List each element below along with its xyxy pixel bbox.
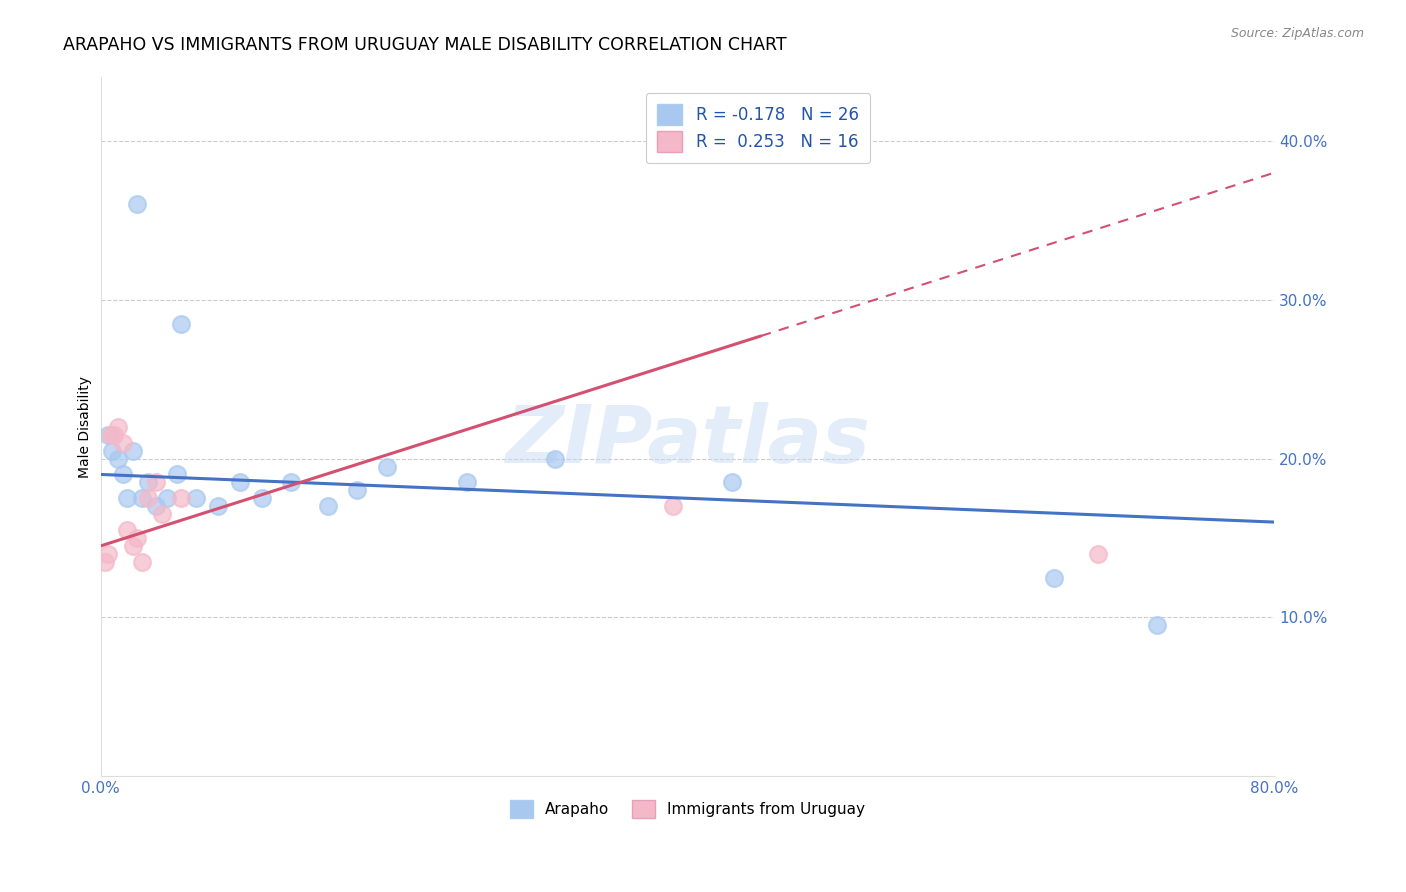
Y-axis label: Male Disability: Male Disability <box>79 376 93 478</box>
Point <box>375 459 398 474</box>
Point <box>101 443 124 458</box>
Text: ARAPAHO VS IMMIGRANTS FROM URUGUAY MALE DISABILITY CORRELATION CHART: ARAPAHO VS IMMIGRANTS FROM URUGUAY MALE … <box>63 36 787 54</box>
Point <box>136 475 159 490</box>
Point <box>544 451 567 466</box>
Point <box>456 475 478 490</box>
Point <box>111 435 134 450</box>
Point <box>170 317 193 331</box>
Point <box>316 499 339 513</box>
Point <box>107 451 129 466</box>
Point <box>166 467 188 482</box>
Point <box>107 419 129 434</box>
Point <box>136 491 159 506</box>
Point <box>127 197 149 211</box>
Point <box>97 547 120 561</box>
Point <box>100 427 122 442</box>
Point <box>145 499 167 513</box>
Point <box>115 491 138 506</box>
Point <box>720 475 742 490</box>
Point <box>122 539 145 553</box>
Point <box>280 475 302 490</box>
Point <box>131 491 153 506</box>
Point <box>250 491 273 506</box>
Point <box>184 491 207 506</box>
Text: ZIPatlas: ZIPatlas <box>505 401 870 480</box>
Point <box>346 483 368 498</box>
Point <box>115 523 138 537</box>
Point <box>207 499 229 513</box>
Point <box>127 531 149 545</box>
Point <box>94 555 117 569</box>
Text: Source: ZipAtlas.com: Source: ZipAtlas.com <box>1230 27 1364 40</box>
Point <box>111 467 134 482</box>
Point <box>1146 618 1168 632</box>
Point <box>662 499 685 513</box>
Point <box>103 427 125 442</box>
Point <box>1043 571 1066 585</box>
Point <box>156 491 179 506</box>
Point <box>122 443 145 458</box>
Point <box>145 475 167 490</box>
Point <box>1087 547 1109 561</box>
Point <box>131 555 153 569</box>
Point <box>170 491 193 506</box>
Point <box>150 507 173 521</box>
Legend: Arapaho, Immigrants from Uruguay: Arapaho, Immigrants from Uruguay <box>503 794 872 824</box>
Point <box>229 475 252 490</box>
Point <box>97 427 120 442</box>
